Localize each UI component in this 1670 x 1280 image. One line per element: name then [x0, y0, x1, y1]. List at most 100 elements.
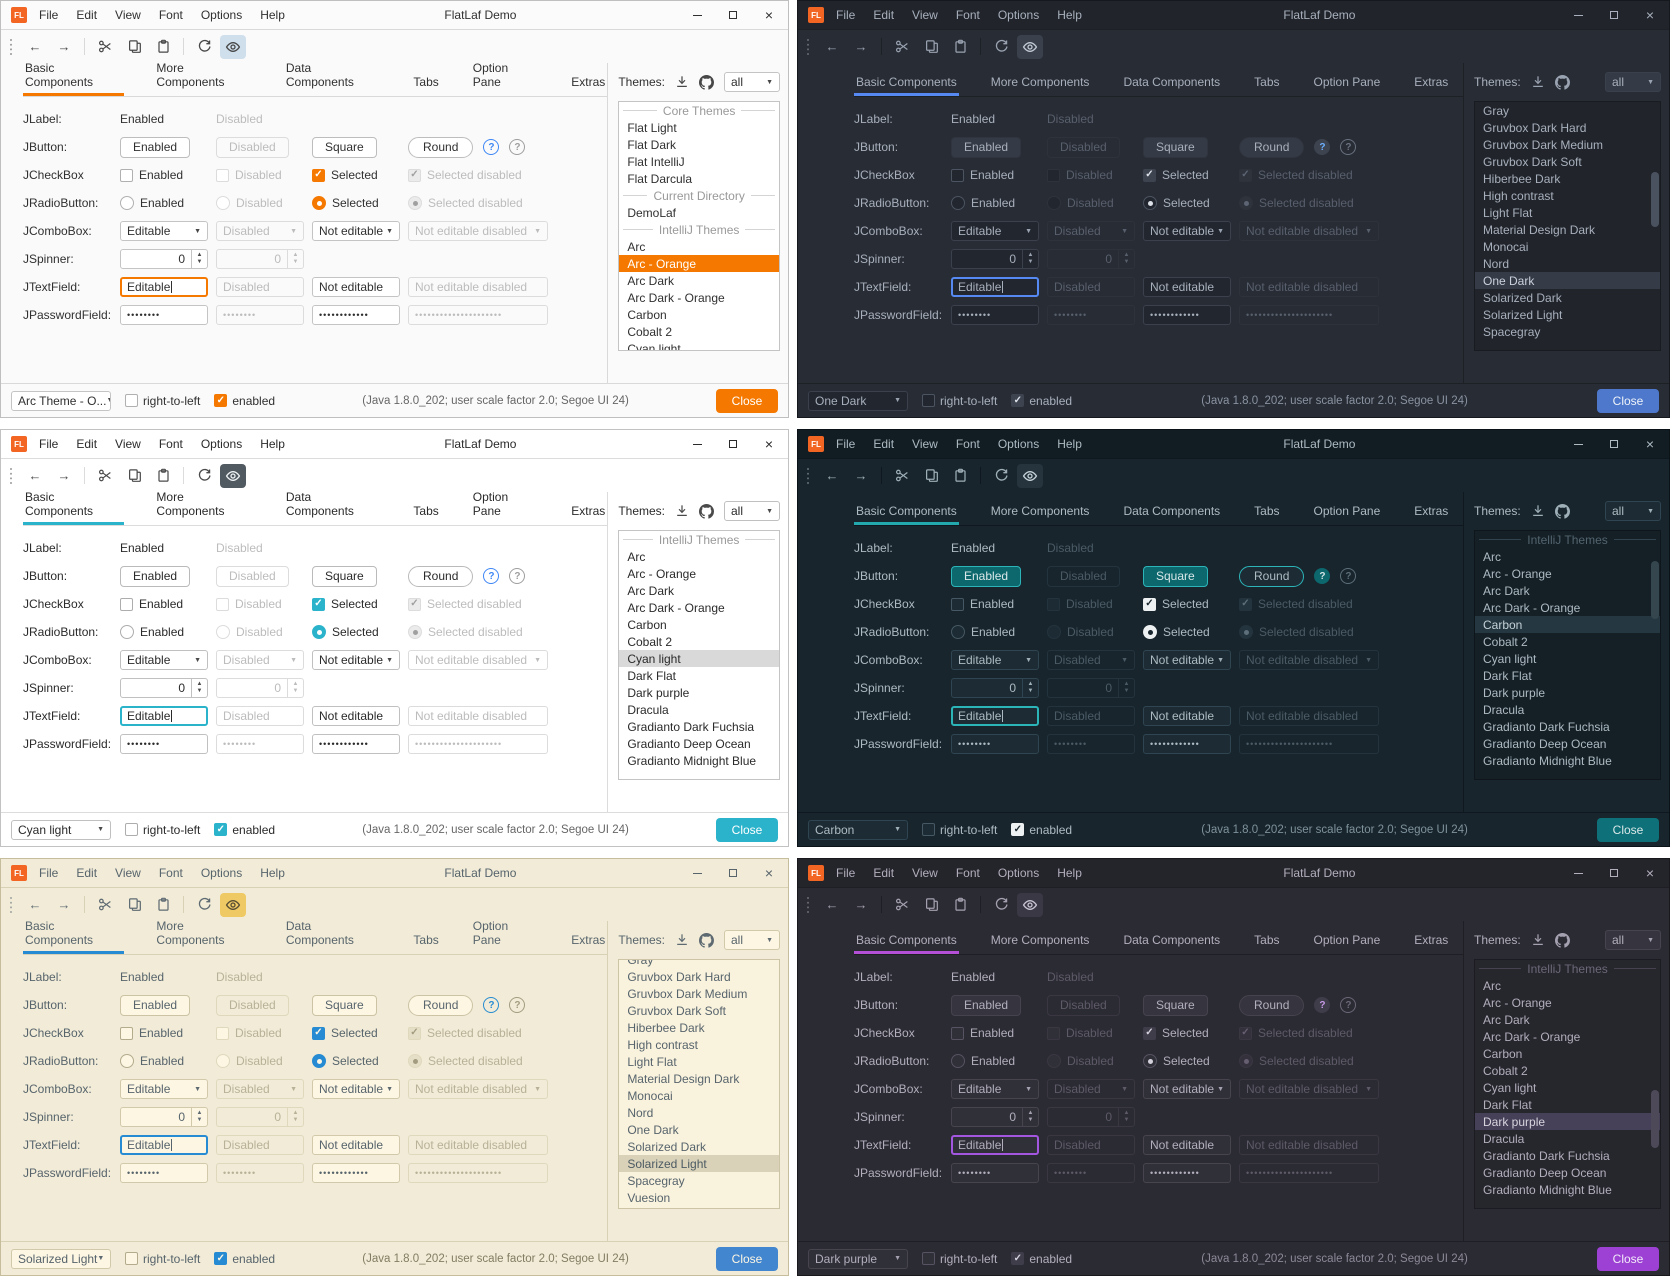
checkbox-enabled[interactable]	[120, 597, 133, 611]
combobox-editable[interactable]: Editable ▼	[120, 221, 208, 241]
back-button[interactable]: ←	[819, 35, 845, 59]
theme-list-item-gradianto-midnight-blue[interactable]: Gradianto Midnight Blue	[1483, 1182, 1612, 1197]
cut-button[interactable]	[889, 893, 915, 917]
theme-filter-combobox[interactable]: all ▼	[724, 72, 780, 92]
menu-file[interactable]: File	[836, 866, 856, 880]
button-round[interactable]: Round	[1239, 136, 1305, 158]
button-square[interactable]: Square	[312, 994, 377, 1016]
paste-button[interactable]	[150, 464, 176, 488]
menu-help[interactable]: Help	[1057, 8, 1082, 22]
theme-list-item-dracula[interactable]: Dracula	[627, 702, 669, 717]
show-hidden-toggle-button[interactable]	[220, 892, 246, 917]
theme-list-item-arc-orange[interactable]: Arc - Orange	[627, 566, 697, 581]
close-button[interactable]: Close	[1597, 388, 1659, 413]
tab-option-pane[interactable]: Option Pane	[472, 919, 509, 947]
back-button[interactable]: ←	[819, 893, 845, 917]
enabled-checkbox[interactable]: enabled	[1011, 394, 1072, 408]
menu-options[interactable]: Options	[997, 866, 1040, 880]
tab-tabs[interactable]: Tabs	[413, 75, 439, 89]
right-to-left-checkbox[interactable]: right-to-left	[922, 823, 997, 837]
minimize-button[interactable]	[1567, 6, 1589, 24]
menu-view[interactable]: View	[115, 866, 141, 880]
tab-more-components[interactable]: More Components	[156, 61, 225, 89]
github-button[interactable]	[699, 503, 714, 519]
tab-more-components[interactable]: More Components	[990, 75, 1090, 89]
help-button[interactable]: ?	[1314, 997, 1331, 1013]
tab-tabs[interactable]: Tabs	[1254, 504, 1280, 518]
theme-list-item-material-design-dark[interactable]: Material Design Dark	[627, 1071, 740, 1086]
cut-button[interactable]	[92, 893, 118, 917]
combobox-editable[interactable]: Editable ▼	[951, 650, 1039, 670]
theme-list-item-spacegray[interactable]: Spacegray	[627, 1173, 685, 1188]
tab-extras[interactable]: Extras	[1414, 75, 1449, 89]
menu-view[interactable]: View	[912, 8, 938, 22]
cut-button[interactable]	[889, 35, 915, 59]
toolbar-grip-handle[interactable]	[806, 35, 814, 59]
theme-filter-combobox[interactable]: all ▼	[1605, 930, 1661, 950]
text-field-editable[interactable]: Editable	[951, 706, 1039, 726]
button-square[interactable]: Square	[1143, 994, 1208, 1016]
tab-tabs[interactable]: Tabs	[413, 504, 439, 518]
menu-help[interactable]: Help	[1057, 437, 1082, 451]
spinner-field[interactable]: 0 ▲ ▼	[120, 1107, 208, 1127]
paste-button[interactable]	[150, 35, 176, 59]
github-button[interactable]	[699, 932, 714, 948]
spinner-field[interactable]: 0 ▲ ▼	[951, 678, 1039, 698]
copy-button[interactable]	[121, 464, 147, 488]
theme-combobox[interactable]: Solarized Light ▼	[11, 1248, 111, 1269]
theme-list-item-arc[interactable]: Arc	[627, 549, 646, 564]
theme-list-item-gruvbox-dark-hard[interactable]: Gruvbox Dark Hard	[1483, 120, 1587, 135]
close-window-button[interactable]: ×	[764, 436, 774, 452]
theme-list-item-gradianto-deep-ocean[interactable]: Gradianto Deep Ocean	[627, 736, 751, 751]
theme-combobox[interactable]: Dark purple ▼	[808, 1248, 908, 1269]
tab-basic-components[interactable]: Basic Components	[854, 928, 959, 954]
theme-list-item-dark-flat[interactable]: Dark Flat	[1483, 1097, 1532, 1112]
spinner-buttons[interactable]: ▲ ▼	[191, 679, 207, 697]
password-field-col1[interactable]: ••••••••	[951, 734, 1039, 754]
theme-list-item-cobalt-2[interactable]: Cobalt 2	[1483, 1063, 1528, 1078]
tab-option-pane[interactable]: Option Pane	[1313, 504, 1381, 518]
help-button-secondary[interactable]: ?	[1340, 997, 1357, 1013]
tab-tabs[interactable]: Tabs	[1254, 933, 1280, 947]
enabled-checkbox[interactable]: enabled	[214, 1252, 275, 1266]
forward-button[interactable]: →	[51, 35, 77, 59]
refresh-button[interactable]	[191, 35, 217, 59]
button-enabled[interactable]: Enabled	[120, 994, 191, 1016]
menu-font[interactable]: Font	[955, 866, 980, 880]
tab-data-components[interactable]: Data Components	[285, 61, 354, 89]
theme-list-item-gray[interactable]: Gray	[627, 959, 654, 967]
theme-list-item-one-dark[interactable]: One Dark	[1475, 272, 1660, 289]
theme-list-item-arc-dark-orange[interactable]: Arc Dark - Orange	[627, 290, 725, 305]
spinner-field[interactable]: 0 ▲ ▼	[951, 249, 1039, 269]
theme-list-item-gradianto-deep-ocean[interactable]: Gradianto Deep Ocean	[1483, 1165, 1607, 1180]
help-button-secondary[interactable]: ?	[1340, 139, 1357, 155]
download-themes-button[interactable]	[675, 75, 689, 89]
theme-list-item-solarized-dark[interactable]: Solarized Dark	[627, 1139, 707, 1154]
checkbox-enabled[interactable]	[120, 168, 133, 182]
button-round[interactable]: Round	[408, 994, 474, 1016]
menu-options[interactable]: Options	[997, 437, 1040, 451]
help-button[interactable]: ?	[483, 997, 500, 1013]
tab-basic-components[interactable]: Basic Components	[854, 499, 959, 525]
toolbar-grip-handle[interactable]	[9, 893, 17, 917]
tab-data-components[interactable]: Data Components	[285, 490, 354, 518]
paste-button[interactable]	[947, 35, 973, 59]
radio-enabled[interactable]	[120, 1054, 134, 1068]
tab-basic-components[interactable]: Basic Components	[854, 70, 959, 96]
close-button[interactable]: Close	[1597, 817, 1659, 842]
theme-list-item-gradianto-dark-fuchsia[interactable]: Gradianto Dark Fuchsia	[1483, 1148, 1610, 1163]
menu-edit[interactable]: Edit	[873, 866, 895, 880]
button-square[interactable]: Square	[1143, 565, 1208, 587]
tab-more-components[interactable]: More Components	[156, 490, 225, 518]
theme-list-item-gray[interactable]: Gray	[1483, 103, 1510, 118]
help-button[interactable]: ?	[483, 568, 500, 584]
text-field-editable[interactable]: Editable	[120, 277, 208, 297]
text-field-not-editable[interactable]: Not editable	[1143, 1135, 1231, 1155]
forward-button[interactable]: →	[848, 464, 874, 488]
theme-list-item-cyan-light[interactable]: Cyan light	[1483, 1080, 1537, 1095]
radio-selected[interactable]	[1143, 196, 1157, 210]
theme-list-item-arc[interactable]: Arc	[1483, 978, 1501, 993]
theme-list-item-arc-orange[interactable]: Arc - Orange	[619, 255, 779, 272]
forward-button[interactable]: →	[51, 893, 77, 917]
theme-list-item-gradianto-midnight-blue[interactable]: Gradianto Midnight Blue	[1483, 753, 1612, 768]
